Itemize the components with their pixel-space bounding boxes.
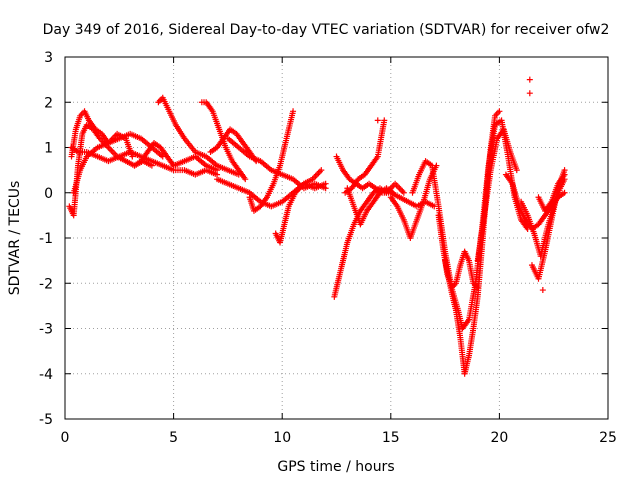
x-tick-label: 25 bbox=[599, 430, 617, 446]
y-tick-label: -1 bbox=[39, 231, 53, 247]
y-tick-label: 3 bbox=[44, 50, 53, 66]
x-tick-labels: 0 5 10 15 20 25 bbox=[61, 430, 617, 446]
data-point bbox=[526, 76, 533, 83]
series-arc-10 bbox=[224, 135, 329, 192]
x-tick-label: 15 bbox=[382, 430, 400, 446]
data-point bbox=[318, 167, 325, 174]
data-point bbox=[526, 90, 533, 97]
data-point bbox=[374, 117, 381, 124]
chart-title: Day 349 of 2016, Sidereal Day-to-day VTE… bbox=[43, 22, 610, 38]
series-arc-11 bbox=[246, 108, 297, 214]
axis-ticks bbox=[64, 56, 609, 420]
series-arc-06 bbox=[155, 94, 242, 178]
y-tick-label: -5 bbox=[39, 412, 53, 428]
y-tick-label: -4 bbox=[39, 367, 53, 383]
x-tick-label: 5 bbox=[169, 430, 178, 446]
data-point bbox=[561, 171, 568, 178]
y-tick-label: -2 bbox=[39, 276, 53, 292]
y-tick-label: 2 bbox=[44, 95, 53, 111]
series-arc-12 bbox=[272, 167, 325, 246]
data-point bbox=[381, 117, 388, 124]
series-arc-13 bbox=[331, 180, 407, 300]
x-tick-label: 0 bbox=[61, 430, 70, 446]
series-arc-19 bbox=[442, 108, 503, 377]
y-tick-labels: -5 -4 -3 -2 -1 0 1 2 3 bbox=[39, 50, 53, 428]
x-axis-label: GPS time / hours bbox=[277, 459, 394, 475]
data-points bbox=[66, 76, 568, 377]
series-arc-04 bbox=[70, 130, 166, 196]
y-tick-label: 0 bbox=[44, 186, 53, 202]
grid bbox=[65, 57, 608, 419]
data-point bbox=[474, 284, 481, 291]
series-outliers bbox=[374, 76, 546, 294]
data-point bbox=[496, 108, 503, 115]
data-point bbox=[242, 176, 249, 183]
data-point bbox=[290, 108, 297, 115]
data-point bbox=[322, 185, 329, 192]
data-point bbox=[389, 189, 396, 196]
series-arc-16 bbox=[344, 185, 396, 228]
series-arc-15 bbox=[342, 117, 388, 196]
data-point bbox=[539, 287, 546, 294]
series-arc-21 bbox=[474, 126, 520, 264]
series-arc-05 bbox=[131, 139, 221, 174]
y-tick-label: 1 bbox=[44, 141, 53, 157]
data-point bbox=[400, 189, 407, 196]
series-arc-14 bbox=[333, 153, 438, 210]
x-tick-label: 20 bbox=[490, 430, 508, 446]
data-point bbox=[561, 189, 568, 196]
series-arc-25 bbox=[535, 171, 568, 214]
plot-frame bbox=[64, 56, 609, 420]
y-axis-label: SDTVAR / TECUs bbox=[7, 181, 23, 296]
x-tick-label: 10 bbox=[273, 430, 291, 446]
series-arc-20 bbox=[435, 212, 481, 291]
data-point bbox=[513, 167, 520, 174]
y-tick-label: -3 bbox=[39, 322, 53, 338]
